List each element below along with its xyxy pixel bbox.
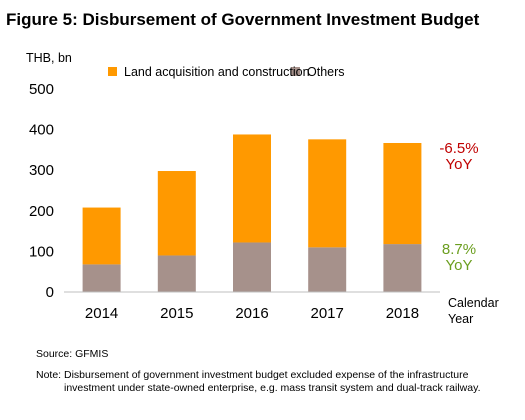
note-text: Disbursement of government investment bu… [64, 369, 481, 394]
x-axis-label-line: Calendar [448, 296, 499, 310]
bar-others-2015 [157, 255, 196, 292]
x-tick-label: 2014 [85, 305, 118, 322]
bar-others-2014 [82, 264, 121, 292]
y-axis-label: THB, bn [26, 51, 72, 65]
bar-others-2016 [233, 242, 271, 292]
legend-entry: Land acquisition and construction [124, 65, 310, 79]
bar-land-acquisition-2018 [383, 142, 422, 245]
y-tick-label: 500 [29, 81, 54, 98]
yoy-annotation: 8.7% [442, 241, 476, 258]
legend-swatch [108, 67, 117, 76]
bar-others-2017 [308, 247, 347, 292]
x-tick-label: 2015 [160, 305, 193, 322]
yoy-annotation: YoY [446, 156, 473, 173]
bar-land-acquisition-2016 [233, 134, 271, 243]
x-axis-ticks: 2014 2015 2016 2017 2018 [85, 305, 419, 322]
x-axis-label-line: Year [448, 312, 473, 326]
y-axis-ticks: 0 100 200 300 400 500 [29, 81, 54, 301]
x-tick-label: 2018 [386, 305, 419, 322]
legend-swatch [291, 67, 300, 76]
legend-entry: Others [307, 65, 345, 79]
chart: Figure 5: Disbursement of Government Inv… [6, 10, 499, 326]
yoy-annotation: -6.5% [439, 140, 478, 157]
y-tick-label: 400 [29, 122, 54, 139]
bars [82, 134, 422, 292]
y-tick-label: 300 [29, 162, 54, 179]
note-label: Note: [36, 369, 62, 381]
x-axis-label: Calendar Year [448, 296, 499, 326]
yoy-annotation: YoY [446, 257, 473, 274]
y-tick-label: 200 [29, 203, 54, 220]
bar-land-acquisition-2014 [82, 207, 121, 265]
chart-title: Figure 5: Disbursement of Government Inv… [6, 10, 480, 29]
bar-land-acquisition-2017 [308, 139, 347, 248]
bar-others-2018 [383, 244, 422, 292]
y-tick-label: 0 [46, 284, 54, 301]
source-note: Source: GFMIS [36, 348, 109, 360]
x-tick-label: 2017 [311, 305, 344, 322]
y-tick-label: 100 [29, 243, 54, 260]
bar-land-acquisition-2015 [157, 171, 196, 256]
x-tick-label: 2016 [235, 305, 268, 322]
